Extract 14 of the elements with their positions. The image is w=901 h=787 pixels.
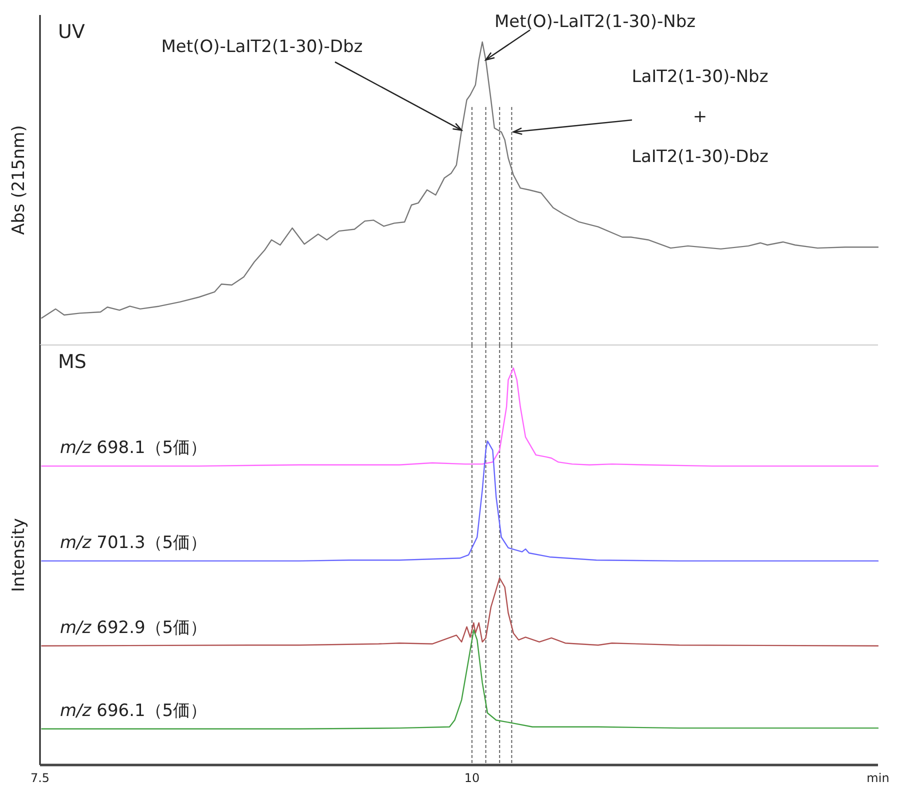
annotation: Met(O)-LaIT2(1-30)-Dbz xyxy=(161,37,363,57)
y-axis-title: Intensity xyxy=(9,518,29,592)
annotation: Met(O)-LaIT2(1-30)-Nbz xyxy=(494,12,696,32)
series-label: m/z 696.1（5価） xyxy=(60,700,208,721)
annotation: LaIT2(1-30)-Nbz + LaIT2(1-30)-Dbz xyxy=(632,67,769,167)
series-label: m/z 698.1（5価） xyxy=(60,438,208,458)
y-axis-title: Abs (215nm) xyxy=(9,125,29,235)
x-tick-label: 10 xyxy=(464,771,480,785)
series-label: m/z 701.3（5価） xyxy=(60,532,208,553)
x-axis-title: min xyxy=(866,771,890,785)
x-tick-label: 7.5 xyxy=(30,771,50,785)
annotation: MS xyxy=(58,351,86,373)
series-label: m/z 692.9（5価） xyxy=(60,618,208,638)
annotation: UV xyxy=(58,21,85,43)
